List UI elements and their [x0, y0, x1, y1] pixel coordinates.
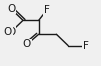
Text: O: O [4, 27, 12, 37]
Text: F: F [44, 5, 49, 15]
Text: F: F [83, 41, 89, 51]
Text: O: O [3, 27, 12, 37]
Text: O: O [7, 4, 15, 14]
Text: O: O [23, 39, 31, 49]
Text: O: O [7, 27, 15, 37]
